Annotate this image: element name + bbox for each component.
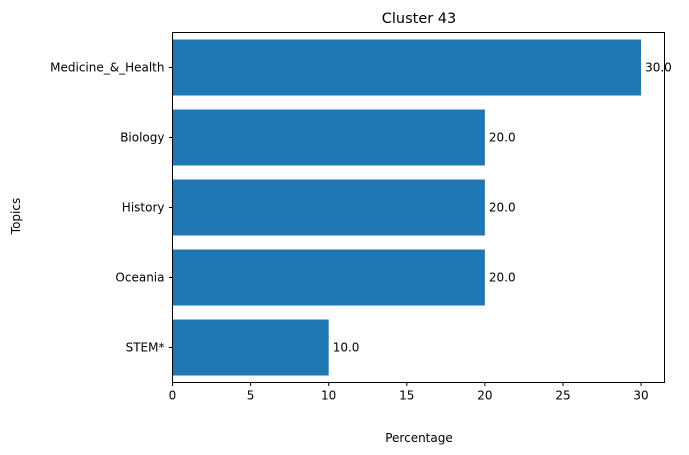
x-tick-label-2: 10 xyxy=(321,389,336,403)
bar-1 xyxy=(172,109,485,166)
x-axis: 0 5 10 15 20 25 30 xyxy=(169,382,649,403)
y-tick-label-0: Medicine_&_Health xyxy=(50,61,164,75)
x-tick-label-0: 0 xyxy=(169,389,177,403)
y-axis-label: Topics xyxy=(9,198,23,235)
y-tick-label-3: Oceania xyxy=(115,271,164,285)
y-tick-label-1: Biology xyxy=(120,131,164,145)
x-tick-label-6: 30 xyxy=(633,389,648,403)
x-tick-label-1: 5 xyxy=(247,389,255,403)
y-tick-label-2: History xyxy=(122,201,165,215)
data-label-3: 20.0 xyxy=(489,271,516,285)
y-tick-label-4: STEM* xyxy=(126,341,165,355)
x-tick-label-3: 15 xyxy=(399,389,414,403)
y-axis: Medicine_&_Health Biology History Oceania ST… xyxy=(50,61,173,355)
data-label-1: 20.0 xyxy=(489,131,516,145)
bar-0 xyxy=(172,39,642,96)
chart-title: Cluster 43 xyxy=(382,11,457,27)
bar-2 xyxy=(172,179,485,236)
x-tick-label-5: 25 xyxy=(555,389,570,403)
data-label-0: 30.0 xyxy=(645,61,672,75)
bar-3 xyxy=(172,249,485,306)
data-label-2: 20.0 xyxy=(489,201,516,215)
bar-4 xyxy=(172,319,329,376)
data-label-4: 10.0 xyxy=(333,341,360,355)
x-axis-label: Percentage xyxy=(385,431,453,445)
x-tick-label-4: 20 xyxy=(477,389,492,403)
bars-layer: 30.0 20.0 20.0 20.0 10.0 xyxy=(172,39,672,376)
